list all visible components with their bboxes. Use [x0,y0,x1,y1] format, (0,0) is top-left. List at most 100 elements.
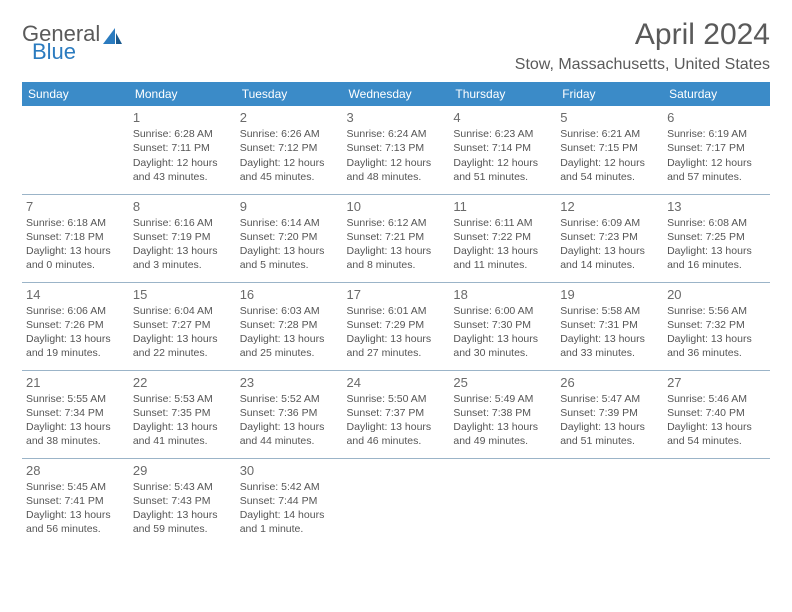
calendar-day-cell: 9Sunrise: 6:14 AMSunset: 7:20 PMDaylight… [236,194,343,282]
month-title: April 2024 [515,18,770,52]
day-info: Sunrise: 6:28 AMSunset: 7:11 PMDaylight:… [133,127,232,184]
day-info: Sunrise: 6:24 AMSunset: 7:13 PMDaylight:… [347,127,446,184]
day-info: Sunrise: 5:56 AMSunset: 7:32 PMDaylight:… [667,304,766,361]
calendar-week-row: 14Sunrise: 6:06 AMSunset: 7:26 PMDayligh… [22,282,770,370]
calendar-day-cell: 26Sunrise: 5:47 AMSunset: 7:39 PMDayligh… [556,370,663,458]
calendar-day-cell: 14Sunrise: 6:06 AMSunset: 7:26 PMDayligh… [22,282,129,370]
day-info: Sunrise: 6:01 AMSunset: 7:29 PMDaylight:… [347,304,446,361]
calendar-day-cell: 24Sunrise: 5:50 AMSunset: 7:37 PMDayligh… [343,370,450,458]
calendar-week-row: 21Sunrise: 5:55 AMSunset: 7:34 PMDayligh… [22,370,770,458]
day-info: Sunrise: 6:18 AMSunset: 7:18 PMDaylight:… [26,216,125,273]
day-number: 4 [453,109,552,127]
day-info: Sunrise: 6:08 AMSunset: 7:25 PMDaylight:… [667,216,766,273]
day-number: 9 [240,198,339,216]
weekday-header: Friday [556,82,663,106]
day-number: 17 [347,286,446,304]
calendar-day-cell: 30Sunrise: 5:42 AMSunset: 7:44 PMDayligh… [236,458,343,546]
day-info: Sunrise: 6:09 AMSunset: 7:23 PMDaylight:… [560,216,659,273]
day-number: 7 [26,198,125,216]
day-number: 24 [347,374,446,392]
calendar-body: 1Sunrise: 6:28 AMSunset: 7:11 PMDaylight… [22,106,770,546]
calendar-day-cell: 16Sunrise: 6:03 AMSunset: 7:28 PMDayligh… [236,282,343,370]
calendar-day-cell: 11Sunrise: 6:11 AMSunset: 7:22 PMDayligh… [449,194,556,282]
day-info: Sunrise: 5:46 AMSunset: 7:40 PMDaylight:… [667,392,766,449]
calendar-day-cell: 13Sunrise: 6:08 AMSunset: 7:25 PMDayligh… [663,194,770,282]
day-info: Sunrise: 5:49 AMSunset: 7:38 PMDaylight:… [453,392,552,449]
day-number: 14 [26,286,125,304]
weekday-header: Tuesday [236,82,343,106]
calendar-day-cell: 23Sunrise: 5:52 AMSunset: 7:36 PMDayligh… [236,370,343,458]
day-number: 19 [560,286,659,304]
calendar-empty-cell [449,458,556,546]
weekday-header: Thursday [449,82,556,106]
day-info: Sunrise: 5:55 AMSunset: 7:34 PMDaylight:… [26,392,125,449]
calendar-empty-cell [556,458,663,546]
day-number: 30 [240,462,339,480]
calendar-day-cell: 6Sunrise: 6:19 AMSunset: 7:17 PMDaylight… [663,106,770,194]
weekday-header: Monday [129,82,236,106]
calendar-day-cell: 21Sunrise: 5:55 AMSunset: 7:34 PMDayligh… [22,370,129,458]
calendar-day-cell: 8Sunrise: 6:16 AMSunset: 7:19 PMDaylight… [129,194,236,282]
title-block: April 2024 Stow, Massachusetts, United S… [515,18,770,74]
calendar-day-cell: 18Sunrise: 6:00 AMSunset: 7:30 PMDayligh… [449,282,556,370]
calendar-day-cell: 1Sunrise: 6:28 AMSunset: 7:11 PMDaylight… [129,106,236,194]
day-info: Sunrise: 6:11 AMSunset: 7:22 PMDaylight:… [453,216,552,273]
day-number: 5 [560,109,659,127]
day-info: Sunrise: 5:52 AMSunset: 7:36 PMDaylight:… [240,392,339,449]
calendar-table: SundayMondayTuesdayWednesdayThursdayFrid… [22,82,770,546]
day-info: Sunrise: 6:06 AMSunset: 7:26 PMDaylight:… [26,304,125,361]
calendar-day-cell: 25Sunrise: 5:49 AMSunset: 7:38 PMDayligh… [449,370,556,458]
calendar-day-cell: 2Sunrise: 6:26 AMSunset: 7:12 PMDaylight… [236,106,343,194]
day-number: 1 [133,109,232,127]
location-text: Stow, Massachusetts, United States [515,56,770,74]
day-number: 25 [453,374,552,392]
calendar-day-cell: 7Sunrise: 6:18 AMSunset: 7:18 PMDaylight… [22,194,129,282]
calendar-day-cell: 22Sunrise: 5:53 AMSunset: 7:35 PMDayligh… [129,370,236,458]
day-number: 15 [133,286,232,304]
day-number: 28 [26,462,125,480]
day-info: Sunrise: 6:21 AMSunset: 7:15 PMDaylight:… [560,127,659,184]
day-number: 13 [667,198,766,216]
day-info: Sunrise: 6:12 AMSunset: 7:21 PMDaylight:… [347,216,446,273]
calendar-day-cell: 17Sunrise: 6:01 AMSunset: 7:29 PMDayligh… [343,282,450,370]
day-info: Sunrise: 6:26 AMSunset: 7:12 PMDaylight:… [240,127,339,184]
day-number: 27 [667,374,766,392]
calendar-week-row: 1Sunrise: 6:28 AMSunset: 7:11 PMDaylight… [22,106,770,194]
day-number: 26 [560,374,659,392]
day-info: Sunrise: 5:58 AMSunset: 7:31 PMDaylight:… [560,304,659,361]
calendar-empty-cell [22,106,129,194]
day-info: Sunrise: 6:19 AMSunset: 7:17 PMDaylight:… [667,127,766,184]
calendar-week-row: 28Sunrise: 5:45 AMSunset: 7:41 PMDayligh… [22,458,770,546]
weekday-header: Wednesday [343,82,450,106]
weekday-header-row: SundayMondayTuesdayWednesdayThursdayFrid… [22,82,770,106]
day-number: 29 [133,462,232,480]
day-number: 8 [133,198,232,216]
day-info: Sunrise: 5:42 AMSunset: 7:44 PMDaylight:… [240,480,339,537]
logo-blue: Blue [32,42,124,63]
day-number: 12 [560,198,659,216]
calendar-day-cell: 4Sunrise: 6:23 AMSunset: 7:14 PMDaylight… [449,106,556,194]
day-info: Sunrise: 6:16 AMSunset: 7:19 PMDaylight:… [133,216,232,273]
day-number: 11 [453,198,552,216]
calendar-day-cell: 20Sunrise: 5:56 AMSunset: 7:32 PMDayligh… [663,282,770,370]
calendar-day-cell: 29Sunrise: 5:43 AMSunset: 7:43 PMDayligh… [129,458,236,546]
day-number: 21 [26,374,125,392]
calendar-day-cell: 3Sunrise: 6:24 AMSunset: 7:13 PMDaylight… [343,106,450,194]
calendar-day-cell: 28Sunrise: 5:45 AMSunset: 7:41 PMDayligh… [22,458,129,546]
day-info: Sunrise: 6:03 AMSunset: 7:28 PMDaylight:… [240,304,339,361]
day-number: 23 [240,374,339,392]
day-number: 3 [347,109,446,127]
day-number: 16 [240,286,339,304]
day-info: Sunrise: 5:45 AMSunset: 7:41 PMDaylight:… [26,480,125,537]
day-info: Sunrise: 6:14 AMSunset: 7:20 PMDaylight:… [240,216,339,273]
calendar-day-cell: 15Sunrise: 6:04 AMSunset: 7:27 PMDayligh… [129,282,236,370]
day-info: Sunrise: 6:23 AMSunset: 7:14 PMDaylight:… [453,127,552,184]
calendar-day-cell: 12Sunrise: 6:09 AMSunset: 7:23 PMDayligh… [556,194,663,282]
brand-logo: General Blue [22,24,124,63]
day-info: Sunrise: 5:47 AMSunset: 7:39 PMDaylight:… [560,392,659,449]
calendar-empty-cell [663,458,770,546]
day-info: Sunrise: 5:53 AMSunset: 7:35 PMDaylight:… [133,392,232,449]
day-info: Sunrise: 5:50 AMSunset: 7:37 PMDaylight:… [347,392,446,449]
day-number: 6 [667,109,766,127]
day-info: Sunrise: 6:00 AMSunset: 7:30 PMDaylight:… [453,304,552,361]
